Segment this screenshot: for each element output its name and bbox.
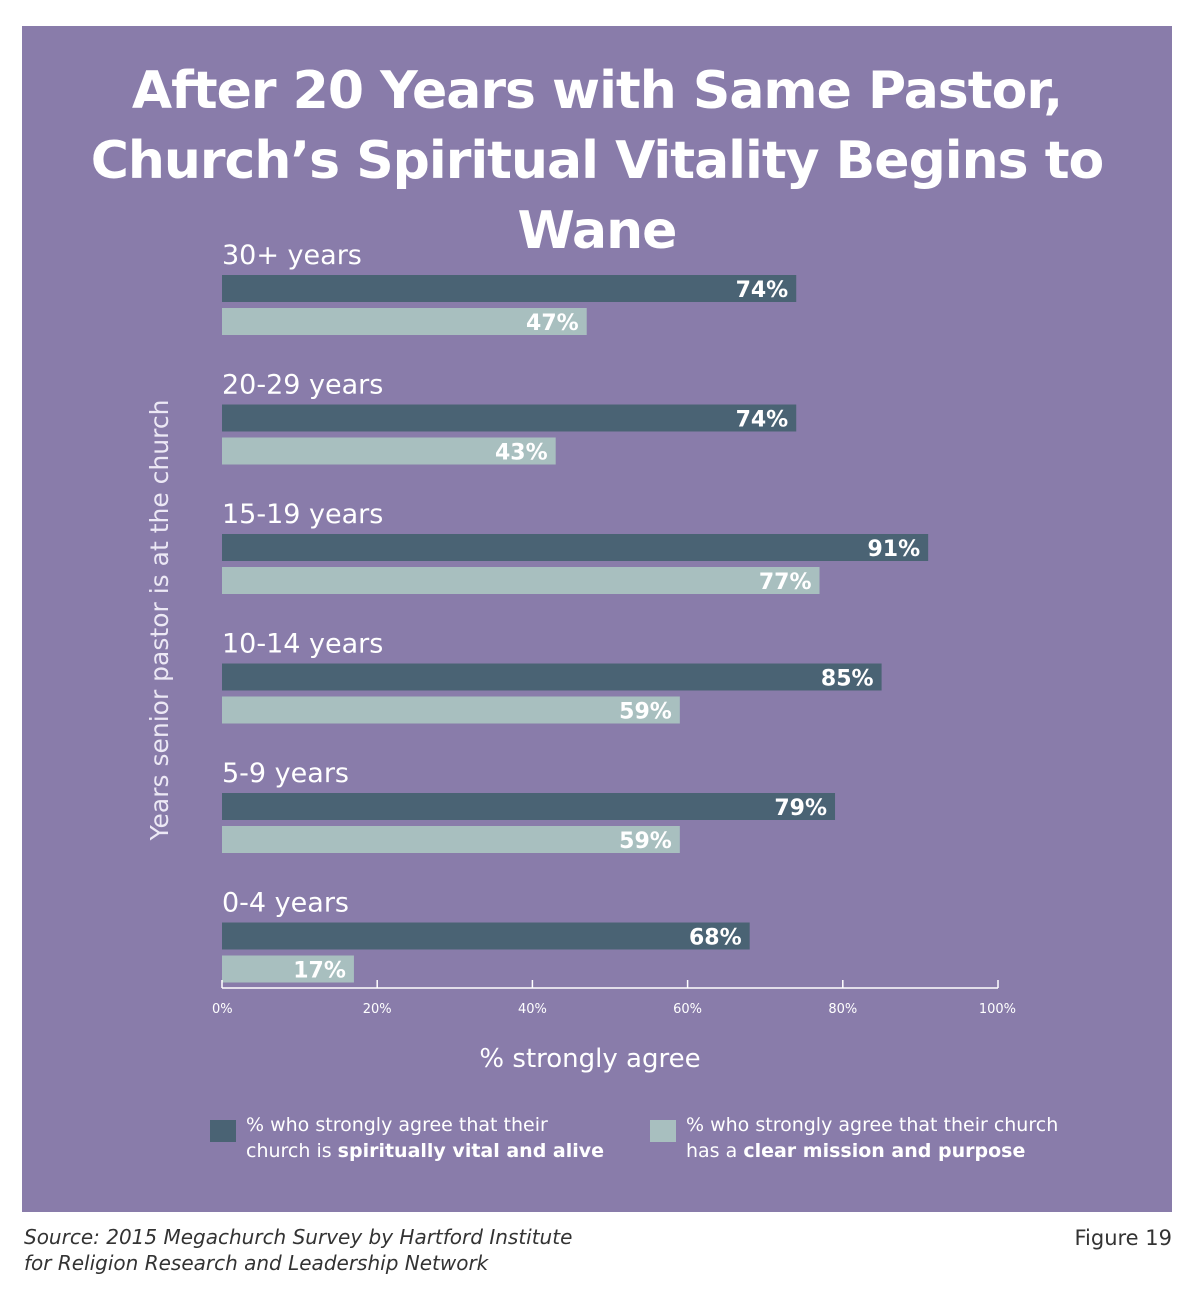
data-label: 74%	[736, 278, 789, 303]
bar-vital	[222, 663, 882, 691]
category-label: 10-14 years	[222, 629, 383, 660]
data-label: 74%	[736, 408, 789, 433]
data-label: 59%	[619, 700, 672, 725]
legend-item-vital: % who strongly agree that their church i…	[210, 1112, 604, 1164]
legend-swatch-vital	[210, 1120, 236, 1142]
bar-vital	[222, 793, 836, 820]
bar-vital	[222, 275, 797, 302]
bar-mission	[222, 826, 680, 853]
x-tick-label: 80%	[828, 1002, 857, 1017]
data-label: 85%	[821, 667, 874, 692]
category-label: 20-29 years	[222, 370, 383, 401]
data-label: 77%	[759, 570, 812, 595]
bar-vital	[222, 922, 750, 950]
figure-label: Figure 19	[1074, 1226, 1172, 1250]
x-tick-label: 0%	[212, 1002, 233, 1017]
legend-text-vital: % who strongly agree that their church i…	[246, 1112, 604, 1164]
data-label: 47%	[526, 311, 579, 336]
bar-vital	[222, 534, 929, 561]
legend-item-mission: % who strongly agree that their church h…	[650, 1112, 1058, 1164]
x-tick-label: 60%	[673, 1002, 702, 1017]
bar-mission	[222, 567, 820, 594]
chart-title: After 20 Years with Same Pastor, Church’…	[22, 56, 1172, 266]
legend-vital-plain: church is	[246, 1140, 338, 1162]
category-label: 15-19 years	[222, 499, 383, 530]
data-label: 17%	[293, 959, 346, 984]
category-label: 30+ years	[222, 240, 362, 271]
data-label: 91%	[867, 537, 920, 562]
data-label: 79%	[774, 796, 827, 821]
legend-mission-plain: has a	[686, 1140, 744, 1162]
x-axis-label: % strongly agree	[479, 1044, 701, 1074]
legend-vital-bold: spiritually vital and alive	[337, 1140, 605, 1162]
source-note: Source: 2015 Megachurch Survey by Hartfo…	[24, 1224, 572, 1276]
bar-mission	[222, 696, 680, 724]
legend-vital-line-1: % who strongly agree that their	[246, 1114, 548, 1136]
category-label: 5-9 years	[222, 758, 349, 789]
source-line-2: for Religion Research and Leadership Net…	[24, 1251, 489, 1275]
legend-vital-line-2: church is spiritually vital and alive	[246, 1138, 604, 1164]
category-label: 0-4 years	[222, 888, 349, 919]
bar-mission	[222, 308, 587, 335]
bar-mission	[222, 955, 354, 983]
legend-mission-line-1: % who strongly agree that their church	[686, 1114, 1059, 1136]
legend-mission-bold: clear mission and purpose	[743, 1140, 1026, 1162]
chart-title-line-1: After 20 Years with Same Pastor,	[131, 61, 1063, 121]
data-label: 43%	[495, 441, 548, 466]
legend-swatch-mission	[650, 1120, 676, 1142]
bar-mission	[222, 437, 556, 465]
source-line-1: Source: 2015 Megachurch Survey by Hartfo…	[24, 1225, 573, 1249]
x-tick-label: 20%	[363, 1002, 392, 1017]
chart-title-line-2: Church’s Spiritual Vitality Begins to Wa…	[90, 131, 1105, 261]
data-label: 59%	[619, 829, 672, 854]
chart-panel: After 20 Years with Same Pastor, Church’…	[22, 26, 1172, 1212]
bar-vital	[222, 404, 797, 432]
x-tick-label: 40%	[518, 1002, 547, 1017]
x-tick-label: 100%	[979, 1002, 1016, 1017]
data-label: 68%	[689, 926, 742, 951]
legend-mission-line-2: has a clear mission and purpose	[686, 1138, 1058, 1164]
legend-text-mission: % who strongly agree that their church h…	[686, 1112, 1058, 1164]
